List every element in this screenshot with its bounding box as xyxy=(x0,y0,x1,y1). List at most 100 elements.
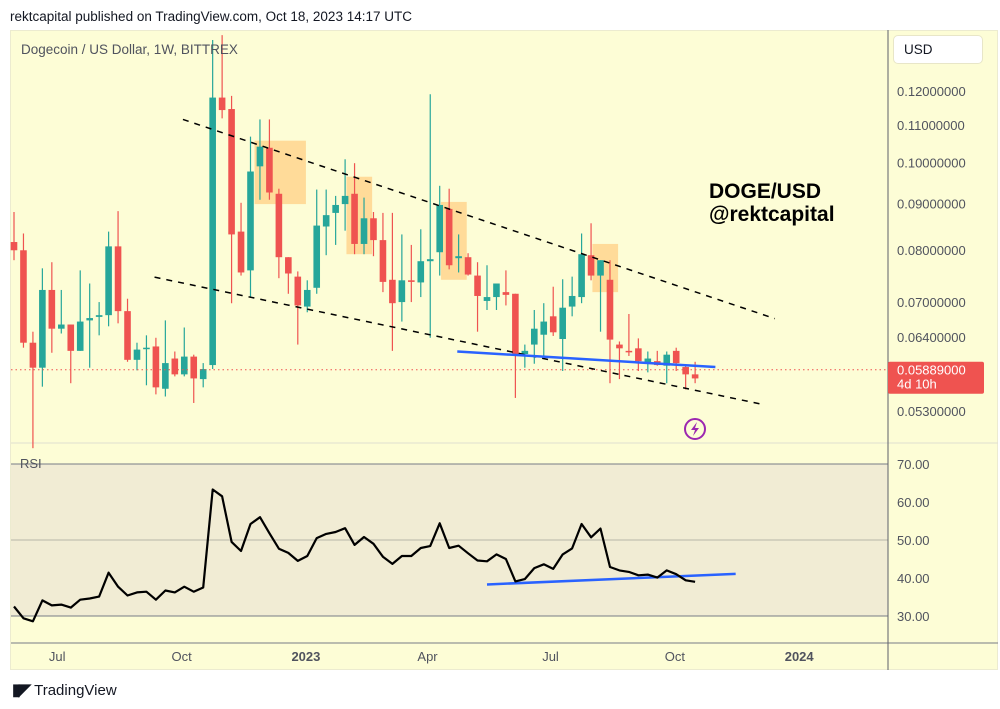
candle[interactable] xyxy=(95,302,103,336)
candle[interactable] xyxy=(398,234,406,322)
candle[interactable] xyxy=(180,327,188,377)
candle-body xyxy=(152,346,160,388)
candle[interactable] xyxy=(86,283,93,368)
highlight-box[interactable] xyxy=(346,176,373,255)
candle[interactable] xyxy=(247,136,254,298)
candle[interactable] xyxy=(635,338,642,372)
candle[interactable] xyxy=(389,212,396,351)
current-price-label: 0.05889000 xyxy=(897,363,966,378)
candle[interactable] xyxy=(105,231,112,327)
candle[interactable] xyxy=(20,233,27,348)
candle[interactable] xyxy=(370,212,377,257)
candle[interactable] xyxy=(672,347,680,372)
candle[interactable] xyxy=(351,163,358,255)
candle[interactable] xyxy=(218,35,226,119)
candle[interactable] xyxy=(67,324,75,384)
rsi-trendline[interactable] xyxy=(486,572,736,586)
footer-brand[interactable]: ▮◤ TradingView xyxy=(12,680,117,700)
candle-body xyxy=(247,171,254,271)
candle[interactable] xyxy=(379,212,387,293)
candle[interactable] xyxy=(199,363,207,388)
candle[interactable] xyxy=(162,320,169,397)
candle[interactable] xyxy=(332,195,339,245)
candle-body xyxy=(559,307,566,340)
candle[interactable] xyxy=(445,188,453,270)
candle-body xyxy=(105,246,112,316)
candle[interactable] xyxy=(114,211,122,324)
candle[interactable] xyxy=(455,234,462,273)
candle[interactable] xyxy=(531,309,538,364)
candle[interactable] xyxy=(266,119,273,200)
candle[interactable] xyxy=(237,202,245,276)
candle[interactable] xyxy=(29,331,37,449)
candle[interactable] xyxy=(209,39,216,370)
candle[interactable] xyxy=(408,244,415,303)
candle[interactable] xyxy=(483,265,491,310)
candle[interactable] xyxy=(275,188,283,279)
candle[interactable] xyxy=(341,159,349,231)
candle[interactable] xyxy=(360,197,368,255)
candle[interactable] xyxy=(682,365,689,390)
candle-body xyxy=(379,240,387,282)
candle[interactable] xyxy=(190,354,198,403)
candle[interactable] xyxy=(143,335,150,386)
candle[interactable] xyxy=(313,189,321,294)
price-trendline[interactable] xyxy=(457,350,716,369)
candle-body xyxy=(531,328,538,345)
candle[interactable] xyxy=(303,280,311,313)
candle-body xyxy=(464,257,472,275)
candle[interactable] xyxy=(10,212,18,261)
price-trendline[interactable] xyxy=(182,118,776,320)
tradingview-logo-icon: ▮◤ xyxy=(12,682,31,699)
candle[interactable] xyxy=(568,276,576,317)
candle[interactable] xyxy=(285,257,292,294)
rsi-axis-label: 40.00 xyxy=(897,571,930,586)
event-lightning-icon[interactable] xyxy=(684,418,706,440)
price-trendline[interactable] xyxy=(154,276,763,406)
candle-body xyxy=(341,195,349,205)
candle[interactable] xyxy=(124,298,131,362)
candle[interactable] xyxy=(464,253,472,276)
candle[interactable] xyxy=(512,293,519,398)
candle[interactable] xyxy=(436,185,443,276)
candle[interactable] xyxy=(426,94,434,338)
candle-body xyxy=(48,289,56,329)
price-axis-label: 0.07000000 xyxy=(897,295,966,310)
candle[interactable] xyxy=(559,279,566,372)
candle[interactable] xyxy=(171,351,179,377)
candle[interactable] xyxy=(606,260,614,384)
candle[interactable] xyxy=(625,313,633,356)
candle[interactable] xyxy=(294,271,302,345)
candle[interactable] xyxy=(133,342,141,371)
candle[interactable] xyxy=(152,337,160,395)
candle[interactable] xyxy=(48,262,56,353)
currency-button[interactable]: USD xyxy=(893,35,983,64)
candle-body xyxy=(426,259,434,262)
time-axis-label: 2024 xyxy=(785,649,815,664)
candle[interactable] xyxy=(549,286,557,336)
time-axis-label: Apr xyxy=(417,649,438,664)
candle[interactable] xyxy=(228,95,235,304)
candle[interactable] xyxy=(597,260,604,332)
candle[interactable] xyxy=(76,270,84,351)
candle[interactable] xyxy=(493,283,500,310)
candle[interactable] xyxy=(578,233,585,304)
candle-body xyxy=(199,369,207,380)
candle[interactable] xyxy=(256,119,264,200)
highlight-box[interactable] xyxy=(592,243,619,293)
candle-body xyxy=(549,316,557,333)
candle-body xyxy=(540,321,548,335)
candle[interactable] xyxy=(540,303,548,357)
highlight-box[interactable] xyxy=(441,201,467,280)
candle[interactable] xyxy=(58,289,65,334)
candle[interactable] xyxy=(417,229,425,298)
candle[interactable] xyxy=(663,351,671,384)
candle[interactable] xyxy=(474,262,481,332)
candle[interactable] xyxy=(502,270,510,306)
candle[interactable] xyxy=(322,189,330,256)
candle[interactable] xyxy=(587,223,595,281)
candle-body xyxy=(483,297,491,301)
candle-body xyxy=(644,358,652,364)
candle[interactable] xyxy=(39,268,46,387)
